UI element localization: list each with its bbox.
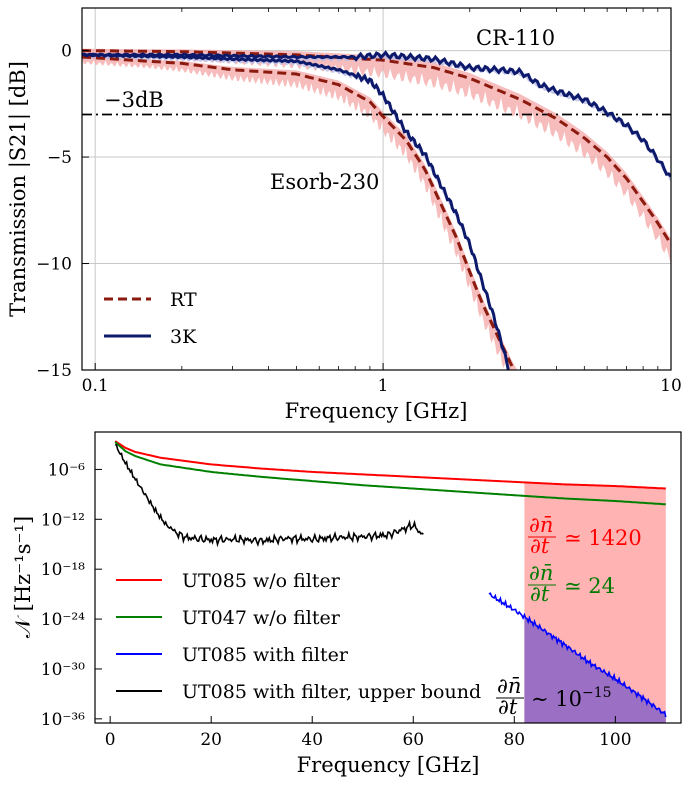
annotation-1420: ∂n̄ ∂t ≃ 1420 [528,513,642,558]
bottom-ytick-label-3: 10⁻²⁴ [41,610,85,630]
bottom-xtick-label-5: 100 [599,730,631,750]
top-xtick-label-2: 10 [660,376,682,396]
top-xtick-label-1: 1 [378,376,389,396]
annotation-24: ∂n̄ ∂t ≃ 24 [528,561,615,606]
bottom-series-1 [114,441,666,506]
annotation-esorb230: Esorb-230 [270,170,379,194]
top-ytick-label-3: −15 [36,361,72,381]
legend-rt-label: RT [170,289,197,311]
bottom-ytick-label-1: 10⁻¹² [41,510,85,530]
bottom-lines [114,440,667,718]
legend-ut085-nofilter-label: UT085 w/o filter [182,570,341,592]
bottom-ylabel: 𝒩 [Hz⁻¹s⁻¹] [11,516,35,638]
top-lines [82,49,671,370]
top-ytick-label-2: −10 [36,255,72,275]
top-ticks: 0.1 1 10 0 −5 −10 −15 [36,8,682,396]
minus-3db-label: −3dB [104,88,164,112]
top-series-0 [82,49,671,246]
svg-text:∂t: ∂t [530,582,550,606]
bottom-xtick-label-1: 20 [200,730,222,750]
bottom-xtick-label-4: 80 [503,730,525,750]
bottom-ytick-label-0: 10⁻⁶ [48,460,86,480]
top-ytick-label-0: 0 [61,42,72,62]
legend-upper-bound-label: UT085 with filter, upper bound [182,681,481,703]
svg-text:≃ 1420: ≃ 1420 [564,526,642,550]
bottom-ticks: 0 20 40 60 80 100 10⁻⁶ 10⁻¹² 10⁻¹⁸ 10⁻²⁴ 10⁻³⁰ 10⁻³… [41,460,632,750]
bottom-series-2 [488,592,667,718]
svg-text:∂t: ∂t [530,534,550,558]
legend-ut085-filter-label: UT085 with filter [182,644,349,666]
svg-text:∂n̄: ∂n̄ [497,674,521,698]
bottom-xlabel: Frequency [GHz] [297,753,480,777]
bottom-ytick-label-2: 10⁻¹⁸ [41,560,85,580]
svg-text:≃ 24: ≃ 24 [564,574,615,598]
shade-blue [524,616,666,723]
bottom-series-0 [114,440,666,490]
annotation-1e-15: ∂n̄ ∂t ∼ 10−15 [496,674,612,719]
top-xlabel: Frequency [GHz] [285,399,468,423]
top-legend: RT 3K [104,289,197,348]
bottom-panel: 0 20 40 60 80 100 10⁻⁶ 10⁻¹² 10⁻¹⁸ 10⁻²⁴ 10⁻³⁰ 10⁻³… [11,431,682,777]
bottom-series-3 [114,443,424,548]
top-axes-frame [81,7,672,371]
top-series-3 [82,52,510,370]
shaded-region [524,482,666,723]
top-panel: 0.1 1 10 0 −5 −10 −15 −3dB CR-110 Esorb-230 RT… [6,7,682,423]
bottom-xtick-label-2: 40 [301,730,323,750]
bottom-legend: UT085 w/o filter UT047 w/o filter UT085 … [116,570,481,703]
svg-text:∂n̄: ∂n̄ [529,561,553,585]
svg-text:∂t: ∂t [498,695,518,719]
bottom-xtick-label-0: 0 [105,730,116,750]
bottom-axes-frame [94,431,682,724]
top-ylabel: Transmission |S21| [dB] [6,61,31,317]
annotation-cr110: CR-110 [476,26,555,50]
svg-text:∂n̄: ∂n̄ [529,513,553,537]
bottom-xtick-label-3: 60 [402,730,424,750]
bottom-ytick-label-4: 10⁻³⁰ [41,660,85,680]
bottom-ytick-label-5: 10⁻³⁶ [41,710,85,730]
legend-ut047-nofilter-label: UT047 w/o filter [182,607,341,629]
top-xtick-label-0: 0.1 [82,376,109,396]
top-ytick-label-1: −5 [47,148,72,168]
legend-3k-label: 3K [170,326,197,348]
top-series-2 [82,55,517,370]
svg-text:∼ 10−15: ∼ 10−15 [531,685,612,711]
